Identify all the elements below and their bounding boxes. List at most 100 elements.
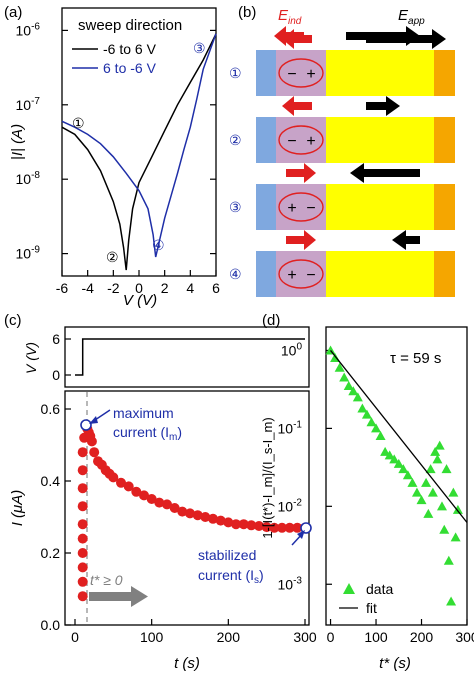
marker-3: ③ <box>193 40 206 56</box>
d-data-point <box>357 403 368 413</box>
d-data-point <box>402 470 413 480</box>
c-data-point <box>77 576 88 587</box>
panel-c: (c) 0 6 0.0 0.2 0.4 0.6 0 100 200 300 maximum cur… <box>4 312 317 672</box>
c-data-point <box>246 520 257 531</box>
c-bottom-ytick-label: 0.4 <box>41 473 61 489</box>
d-data-point <box>436 501 447 511</box>
c-data-point <box>277 522 287 533</box>
c-data-point <box>131 486 142 497</box>
stab-annotation-line2: current (Is) <box>198 567 264 586</box>
panel-c-xlabel: t (s) <box>174 655 200 672</box>
b-ind-arrow-body <box>286 169 306 177</box>
b-app-arrow-body <box>406 236 420 244</box>
d-data-point <box>348 386 359 396</box>
b-charge-left: − <box>287 133 296 150</box>
c-data-point <box>292 522 303 533</box>
b-row-number: ① <box>229 65 242 81</box>
c-data-point <box>77 447 88 458</box>
b-dipole-ellipse <box>278 259 324 289</box>
panel-a-legend-title: sweep direction <box>78 17 182 34</box>
d-xtick-label: 200 <box>410 629 434 645</box>
d-xtick-label: 300 <box>455 629 474 645</box>
c-data-point <box>177 506 188 517</box>
legend-label-series-1: -6 to 6 V <box>103 41 157 57</box>
panel-b-label: (b) <box>238 4 256 21</box>
b-ind-arrow-head <box>304 163 316 183</box>
d-xtick-label: 100 <box>364 629 388 645</box>
d-ytick-label: 10-3 <box>278 575 303 592</box>
b-charge-right: − <box>306 200 315 217</box>
d-data-point <box>380 446 391 456</box>
d-data-point <box>427 487 438 497</box>
c-data-point <box>77 533 88 544</box>
c-data-point <box>192 510 203 521</box>
stabilized-current-marker <box>300 522 312 534</box>
panel-d: (d) 10-3 10-2 10-1 100 0 100 200 300 τ = 59 s d… <box>260 312 474 672</box>
stab-current-pointer-head <box>297 530 305 539</box>
b-app-arrow-body <box>364 169 420 177</box>
d-data-point <box>448 487 459 497</box>
c-data-point <box>146 494 157 504</box>
b-film-layer <box>326 117 434 163</box>
c-data-point <box>215 515 226 526</box>
panel-c-bottom-frame <box>64 390 310 626</box>
c-data-point <box>77 501 88 512</box>
panel-a-yticks: 10-9 10-8 10-7 10-6 <box>16 21 216 262</box>
max-annotation-line1: maximum <box>113 405 174 421</box>
a-series-1 <box>61 33 217 271</box>
d-data-point <box>361 409 372 419</box>
d-data-point <box>421 477 432 487</box>
d-data-point <box>416 495 427 505</box>
a-series-2 <box>61 33 217 258</box>
d-data-point <box>425 464 436 474</box>
e-ind-arrow-head <box>274 26 286 46</box>
c-data-point <box>123 481 134 492</box>
c-data-point <box>284 522 295 533</box>
c-data-point <box>238 519 249 530</box>
panel-b-rows: ① − +② − +③ + −④ + − <box>229 26 455 297</box>
a-ytick-label: 10-8 <box>16 170 41 187</box>
b-ind-arrow-body <box>292 35 312 43</box>
d-data-point <box>325 345 336 355</box>
c-xtick-label: 300 <box>293 629 317 645</box>
d-data-point <box>434 440 445 450</box>
a-ytick-label: 10-6 <box>16 21 41 38</box>
c-data-point <box>185 508 195 519</box>
d-data-point <box>393 458 404 468</box>
panel-c-axes: 0 6 0.0 0.2 0.4 0.6 0 100 200 300 <box>41 331 317 645</box>
d-data-point <box>334 362 345 372</box>
b-electrode-right <box>434 251 455 297</box>
d-data-point <box>450 532 461 542</box>
b-film-layer <box>326 251 434 297</box>
d-data-point <box>371 423 382 433</box>
panel-b: (b) Eind Eapp ① − +② − +③ + −④ + − <box>229 4 455 297</box>
panel-d-label: (d) <box>262 312 280 329</box>
marker-4: ④ <box>152 237 165 253</box>
b-dipole-ellipse <box>278 58 324 88</box>
b-row-number: ③ <box>229 199 242 215</box>
t-star-arrow-head <box>131 586 148 607</box>
b-app-arrow-body <box>366 35 432 43</box>
tau-label: τ = 59 s <box>390 350 441 367</box>
c-bottom-ytick-label: 0.2 <box>41 545 61 561</box>
b-charge-right: − <box>306 267 315 284</box>
c-data-point <box>77 465 88 476</box>
c-data-point <box>89 447 100 458</box>
b-app-arrow-body <box>366 102 386 110</box>
c-data-point <box>77 519 88 530</box>
b-electrode-left <box>256 184 276 230</box>
b-interface-layer <box>276 117 326 163</box>
c-bottom-ytick-label: 0.0 <box>41 617 61 633</box>
b-charge-left: − <box>287 66 296 83</box>
c-xtick-label: 200 <box>217 629 241 645</box>
c-data-point <box>77 483 88 494</box>
legend-data-marker <box>343 583 355 594</box>
b-electrode-left <box>256 251 276 297</box>
d-data-point <box>423 508 434 518</box>
b-app-arrow-head <box>392 230 406 250</box>
d-data-point <box>430 446 441 456</box>
marker-1: ① <box>72 115 85 131</box>
panel-c-bottom-ylabel: I (μA) <box>9 490 26 527</box>
c-data-point <box>77 548 88 558</box>
